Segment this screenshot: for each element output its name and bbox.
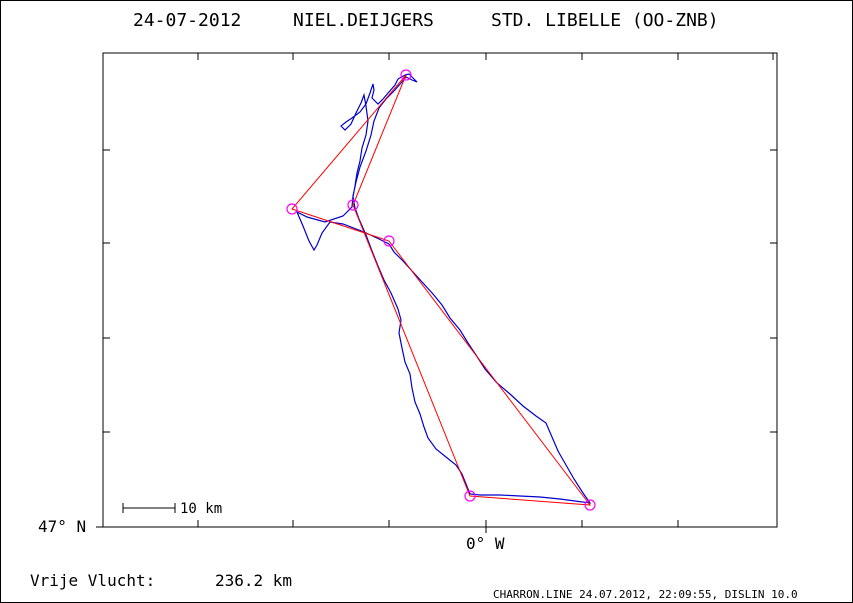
task-line	[291, 74, 592, 506]
flight-date: 24-07-2012	[133, 10, 241, 31]
scale-bar	[122, 503, 176, 513]
x-axis-tick-label: 0° W	[466, 534, 505, 553]
distance-value: 236.2 km	[215, 571, 292, 590]
x-ticks-bottom	[197, 520, 679, 533]
scale-bar-label: 10 km	[180, 501, 222, 517]
turnpoint-marker	[464, 490, 476, 502]
turnpoint-marker	[400, 69, 412, 81]
distance-label: Vrije Vlucht:	[30, 571, 155, 590]
turnpoint-marker	[383, 235, 395, 247]
y-ticks-right	[770, 149, 777, 433]
turnpoint-marker	[584, 499, 596, 511]
flight-track-line	[295, 73, 592, 504]
y-ticks-left	[96, 149, 110, 528]
plot-border	[102, 52, 778, 528]
glider-name: STD. LIBELLE (OO-ZNB)	[491, 10, 719, 31]
x-ticks-top	[197, 53, 774, 60]
pilot-name: NIEL.DEIJGERS	[293, 10, 434, 31]
turnpoint-marker	[286, 203, 298, 215]
turnpoints	[286, 69, 596, 511]
credit-line: CHARRON.LINE 24.07.2012, 22:09:55, DISLI…	[493, 588, 798, 601]
y-axis-tick-label: 47° N	[38, 517, 86, 536]
turnpoint-marker	[347, 199, 359, 211]
